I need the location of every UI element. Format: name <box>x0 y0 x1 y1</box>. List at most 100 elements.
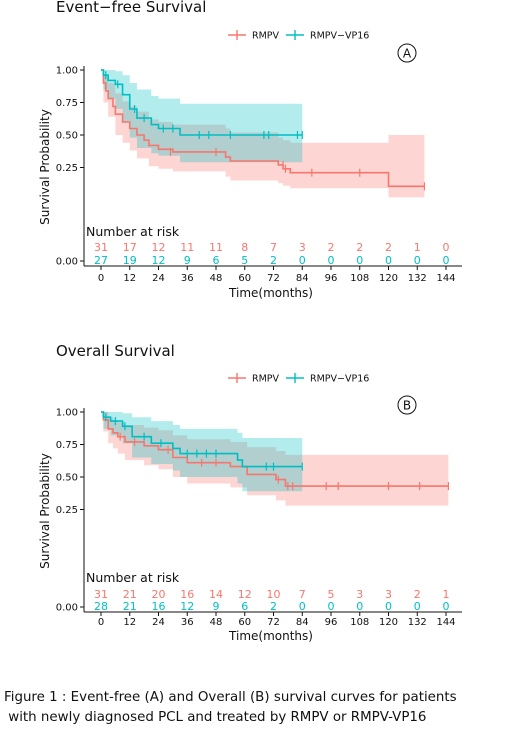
risk-count: 5 <box>328 588 335 601</box>
y-tick-label: 1.00 <box>56 66 78 77</box>
x-tick-label: 132 <box>408 273 427 284</box>
risk-count: 2 <box>414 588 421 601</box>
risk-count: 0 <box>356 254 363 267</box>
survival-curve-0 <box>101 411 449 487</box>
risk-count: 1 <box>414 241 421 254</box>
x-tick-label: 60 <box>238 617 251 628</box>
x-axis-label: Time(months) <box>228 286 313 300</box>
y-tick-label: 0.50 <box>56 473 78 484</box>
x-tick-label: 84 <box>296 617 309 628</box>
risk-count: 17 <box>123 241 137 254</box>
risk-count: 12 <box>152 254 166 267</box>
risk-count: 12 <box>180 600 194 613</box>
risk-count: 11 <box>180 241 194 254</box>
x-tick-label: 48 <box>210 273 223 284</box>
risk-count: 0 <box>443 254 450 267</box>
y-axis-label: Survival Probability <box>38 453 52 569</box>
risk-count: 0 <box>328 254 335 267</box>
y-tick-label: 0.25 <box>56 163 78 174</box>
x-tick-label: 144 <box>436 617 455 628</box>
risk-count: 14 <box>209 588 223 601</box>
risk-count: 6 <box>241 600 248 613</box>
risk-count: 9 <box>213 600 220 613</box>
x-tick-label: 72 <box>267 273 280 284</box>
x-tick-label: 132 <box>408 617 427 628</box>
x-tick-label: 24 <box>152 617 165 628</box>
x-tick-label: 48 <box>210 617 223 628</box>
risk-count: 6 <box>213 254 220 267</box>
ci-band-1 <box>101 412 303 492</box>
risk-count: 8 <box>241 241 248 254</box>
risk-count: 3 <box>385 588 392 601</box>
legend: RMPV RMPV−VP16 <box>228 30 369 42</box>
x-tick-label: 108 <box>350 617 369 628</box>
risk-count: 2 <box>328 241 335 254</box>
caption-line-2: with newly diagnosed PCL and treated by … <box>4 710 427 725</box>
ci-band-0 <box>101 412 449 506</box>
x-tick-label: 84 <box>296 273 309 284</box>
x-tick-label: 108 <box>350 273 369 284</box>
survival-curve-0 <box>101 69 425 188</box>
risk-count: 0 <box>299 600 306 613</box>
risk-count: 12 <box>238 588 252 601</box>
x-tick-label: 12 <box>123 617 136 628</box>
chart-title: Overall Survival <box>56 342 175 360</box>
risk-count: 5 <box>241 254 248 267</box>
legend: RMPV RMPV−VP16 <box>228 373 369 385</box>
risk-table-title: Number at risk <box>86 224 180 239</box>
chart-title: Event−free Survival <box>56 0 206 16</box>
ci-band-1 <box>101 70 303 163</box>
y-tick-label: 1.00 <box>56 408 78 419</box>
risk-count: 0 <box>299 254 306 267</box>
risk-count: 0 <box>385 600 392 613</box>
risk-count: 11 <box>209 241 223 254</box>
x-tick-label: 36 <box>181 273 194 284</box>
risk-count: 27 <box>94 254 108 267</box>
risk-table-title: Number at risk <box>86 570 180 585</box>
x-tick-label: 0 <box>98 273 104 284</box>
x-tick-label: 24 <box>152 273 165 284</box>
risk-count: 7 <box>270 241 277 254</box>
x-tick-label: 72 <box>267 617 280 628</box>
panel-B: Overall Survival RMPV RMPV−VP16 B 0.00 0.25 0.… <box>38 342 462 643</box>
risk-count: 10 <box>267 588 281 601</box>
x-tick-label: 60 <box>238 273 251 284</box>
risk-count: 28 <box>94 600 108 613</box>
risk-count: 0 <box>385 254 392 267</box>
risk-count: 21 <box>123 588 137 601</box>
risk-count: 0 <box>414 600 421 613</box>
y-axis-label: Survival Probability <box>38 109 52 225</box>
panel-A: Event−free Survival RMPV RMPV−VP16 A 0.00 0.2… <box>38 0 462 300</box>
panel-label-circle <box>397 43 417 63</box>
risk-count: 0 <box>356 600 363 613</box>
x-tick-label: 144 <box>436 273 455 284</box>
legend-label-1: RMPV−VP16 <box>310 374 369 385</box>
risk-count: 21 <box>123 600 137 613</box>
risk-count: 0 <box>443 241 450 254</box>
risk-count: 7 <box>299 588 306 601</box>
risk-count: 19 <box>123 254 137 267</box>
caption-line-1: Figure 1 : Event-free (A) and Overall (B… <box>4 690 457 705</box>
panel-label: A <box>403 47 412 61</box>
survival-figure: Event−free Survival RMPV RMPV−VP16 A 0.00 0.2… <box>38 0 462 643</box>
risk-count: 3 <box>299 241 306 254</box>
risk-count: 2 <box>270 600 277 613</box>
risk-count: 0 <box>414 254 421 267</box>
risk-count: 31 <box>94 241 108 254</box>
risk-count: 2 <box>356 241 363 254</box>
x-tick-label: 96 <box>325 617 338 628</box>
risk-count: 0 <box>328 600 335 613</box>
risk-count: 20 <box>152 588 166 601</box>
risk-count: 1 <box>443 588 450 601</box>
y-tick-label: 0.00 <box>56 257 78 268</box>
y-tick-label: 0.00 <box>56 603 78 614</box>
risk-count: 12 <box>152 241 166 254</box>
figure-caption: Figure 1 : Event-free (A) and Overall (B… <box>4 688 518 728</box>
risk-count: 9 <box>184 254 191 267</box>
panel-label: B <box>403 399 411 413</box>
survival-curve-1 <box>101 411 303 468</box>
x-tick-label: 36 <box>181 617 194 628</box>
legend-label-0: RMPV <box>252 374 280 385</box>
x-axis-label: Time(months) <box>228 629 313 643</box>
legend-label-1: RMPV−VP16 <box>310 31 369 42</box>
